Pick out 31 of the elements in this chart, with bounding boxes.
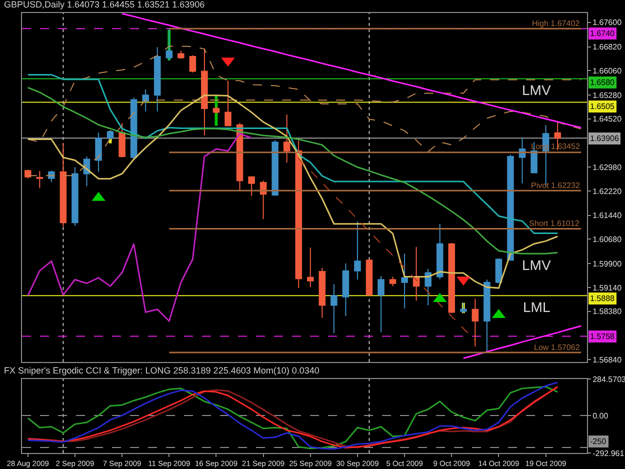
y-tick-label: 1.66820	[592, 42, 622, 52]
series-label: High 1.67402	[532, 19, 580, 28]
y-tick-label: 1.62220	[592, 186, 622, 196]
ref-line-label: 1.6505	[590, 102, 616, 111]
ref-line-label: 1.63906	[590, 134, 620, 143]
ref-line-label: 1.6580	[590, 78, 616, 87]
chart-title: FX Sniper's Ergodic CCI & Trigger: LONG 258.3189 225.4603 Mom(10) 0.0340	[4, 365, 320, 376]
y-tick-label: 1.60680	[592, 234, 622, 244]
chart-title: GBPUSD,Daily 1.64073 1.64455 1.63521 1.63906	[4, 0, 205, 10]
series-label: Pivot 1.62232	[531, 181, 580, 190]
series-label: Low 1.57062	[534, 343, 580, 352]
y-tick-label: 0.00	[592, 411, 609, 420]
y-tick-label: -292.961	[592, 448, 625, 458]
y-tick-label: 1.58380	[592, 307, 622, 316]
y-tick-label: 1.65280	[592, 90, 622, 100]
annotation: LMV	[522, 257, 552, 273]
annotation: LMV	[522, 82, 552, 98]
ref-line-label: 1.6740	[590, 29, 616, 38]
y-tick-label: 1.56840	[592, 355, 622, 364]
series-label: Short 1.61012	[529, 219, 580, 228]
annotation: LML	[523, 299, 550, 315]
ref-line-label: 1.5888	[590, 294, 616, 303]
y-tick-label: 1.66060	[592, 66, 622, 76]
y-tick-label: 1.61440	[592, 211, 622, 220]
y-tick-label: 1.59900	[592, 259, 622, 268]
ref-line-label: 1.5758	[590, 332, 616, 341]
y-tick-label: 1.62980	[592, 162, 622, 172]
ref-line-label: -250	[590, 437, 607, 446]
y-tick-label: 1.64520	[592, 114, 622, 124]
y-tick-label: 1.67600	[592, 18, 622, 28]
y-tick-label: 1.59140	[592, 283, 622, 292]
